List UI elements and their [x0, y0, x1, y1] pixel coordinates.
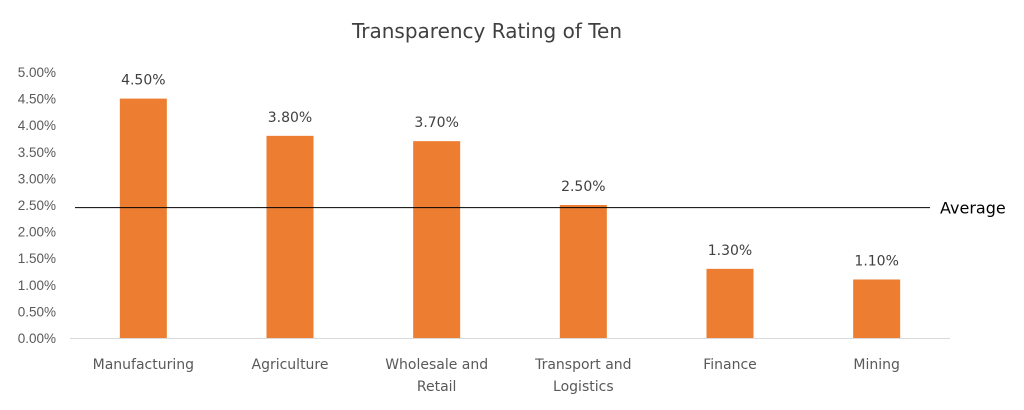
x-tick-label: Mining [853, 357, 900, 373]
y-tick-label: 4.00% [18, 118, 56, 133]
data-label: 2.50% [561, 179, 605, 195]
data-label: 4.50% [121, 73, 165, 89]
y-axis: 0.00% 0.50% 1.00% 1.50% 2.00% 2.50% 3.00% 3.50%… [18, 65, 56, 346]
data-label: 1.10% [854, 253, 898, 269]
y-tick-label: 3.00% [18, 171, 56, 186]
x-tick-label: Manufacturing [93, 357, 194, 373]
bar [559, 205, 607, 338]
y-tick-label: 0.00% [18, 331, 56, 346]
bars [119, 98, 901, 338]
bar [413, 141, 461, 338]
data-labels: 4.50% 3.80% 3.70% 2.50% 1.30% 1.10% [121, 73, 899, 270]
average-label: Average [940, 199, 1006, 218]
bar [853, 279, 901, 338]
x-tick-label: Wholesale and [385, 357, 488, 373]
x-axis: Manufacturing Agriculture Wholesale and Ret… [70, 338, 950, 395]
y-tick-label: 1.50% [18, 251, 56, 266]
y-tick-label: 1.00% [18, 278, 56, 293]
y-tick-label: 3.50% [18, 145, 56, 160]
y-tick-label: 2.00% [18, 225, 56, 240]
x-tick-label: Agriculture [252, 357, 329, 373]
data-label: 1.30% [708, 243, 752, 259]
y-tick-label: 4.50% [18, 92, 56, 107]
bar [119, 98, 167, 338]
data-label: 3.80% [268, 110, 312, 126]
bar [706, 268, 754, 338]
y-tick-label: 5.00% [18, 65, 56, 80]
x-tick-label: Transport and [534, 357, 631, 373]
data-label: 3.70% [414, 115, 458, 131]
y-tick-label: 0.50% [18, 304, 56, 319]
bar [266, 135, 314, 338]
chart-title: Transparency Rating of Ten [351, 19, 622, 43]
y-tick-label: 2.50% [18, 198, 56, 213]
x-tick-label: Retail [417, 379, 457, 395]
x-tick-label: Finance [703, 357, 757, 373]
average-line-group: Average [75, 199, 1006, 218]
x-tick-label: Logistics [553, 379, 614, 395]
